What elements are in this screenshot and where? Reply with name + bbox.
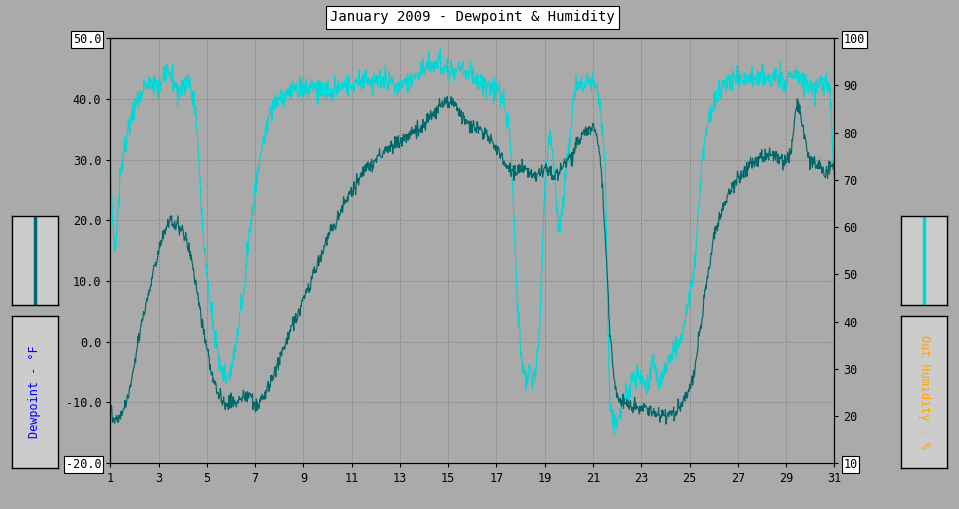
- Title: January 2009 - Dewpoint & Humidity: January 2009 - Dewpoint & Humidity: [330, 10, 615, 24]
- Text: Dewpoint - °F: Dewpoint - °F: [28, 346, 41, 438]
- Text: Out Humidity - %: Out Humidity - %: [918, 335, 931, 449]
